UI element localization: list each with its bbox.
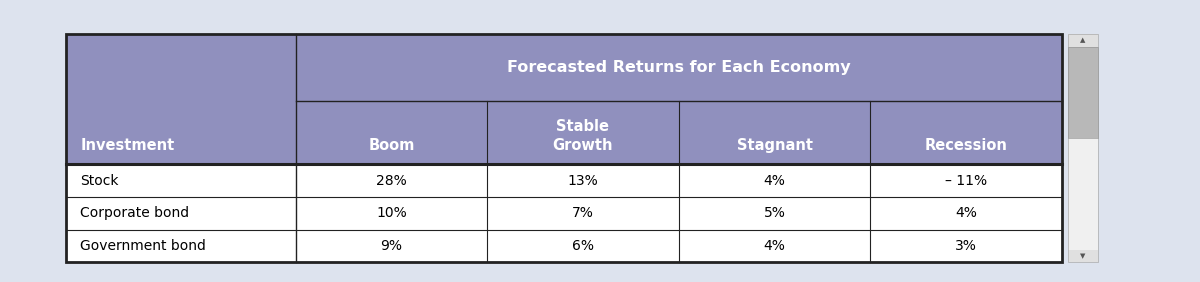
Bar (679, 230, 870, 262)
Text: 3%: 3% (955, 239, 977, 253)
Text: 7%: 7% (572, 206, 594, 220)
Bar (1068, 34, 1098, 262)
Text: Stagnant: Stagnant (737, 138, 812, 153)
Text: Forecasted Returns for Each Economy: Forecasted Returns for Each Economy (506, 60, 851, 75)
Bar (66, 197, 295, 230)
Text: 4%: 4% (763, 174, 786, 188)
Bar (1068, 34, 1098, 262)
Bar (295, 164, 487, 197)
Bar (487, 197, 679, 230)
Bar (870, 230, 1062, 262)
Text: 4%: 4% (955, 206, 977, 220)
Bar (487, 101, 679, 164)
Bar (1068, 47, 1098, 138)
Bar (1068, 250, 1098, 262)
Bar (870, 101, 1062, 164)
Bar (66, 164, 295, 197)
Bar (487, 164, 679, 197)
Bar (679, 101, 870, 164)
Bar (66, 34, 1062, 262)
Bar (1068, 34, 1098, 47)
Text: ▼: ▼ (1080, 253, 1086, 259)
Text: Government bond: Government bond (80, 239, 206, 253)
Bar (870, 164, 1062, 197)
Bar (1068, 47, 1098, 138)
Text: – 11%: – 11% (946, 174, 988, 188)
Text: Boom: Boom (368, 138, 414, 153)
Bar (295, 197, 487, 230)
Bar (295, 34, 1062, 101)
Text: Corporate bond: Corporate bond (80, 206, 190, 220)
Bar (487, 230, 679, 262)
Text: Recession: Recession (925, 138, 1008, 153)
Text: 10%: 10% (376, 206, 407, 220)
Text: 5%: 5% (763, 206, 786, 220)
Bar (679, 164, 870, 197)
Text: 4%: 4% (763, 239, 786, 253)
Text: 13%: 13% (568, 174, 599, 188)
Bar (295, 230, 487, 262)
Bar (679, 197, 870, 230)
Text: Stock: Stock (80, 174, 119, 188)
Text: 28%: 28% (376, 174, 407, 188)
Bar (295, 101, 487, 164)
Bar (870, 197, 1062, 230)
Text: 9%: 9% (380, 239, 402, 253)
Text: Investment: Investment (80, 138, 175, 153)
Text: Stable
Growth: Stable Growth (553, 119, 613, 153)
Text: 6%: 6% (572, 239, 594, 253)
Bar (66, 101, 295, 164)
Text: ▲: ▲ (1080, 37, 1086, 43)
Bar (66, 34, 1062, 262)
Bar (66, 230, 295, 262)
Bar (66, 34, 295, 101)
